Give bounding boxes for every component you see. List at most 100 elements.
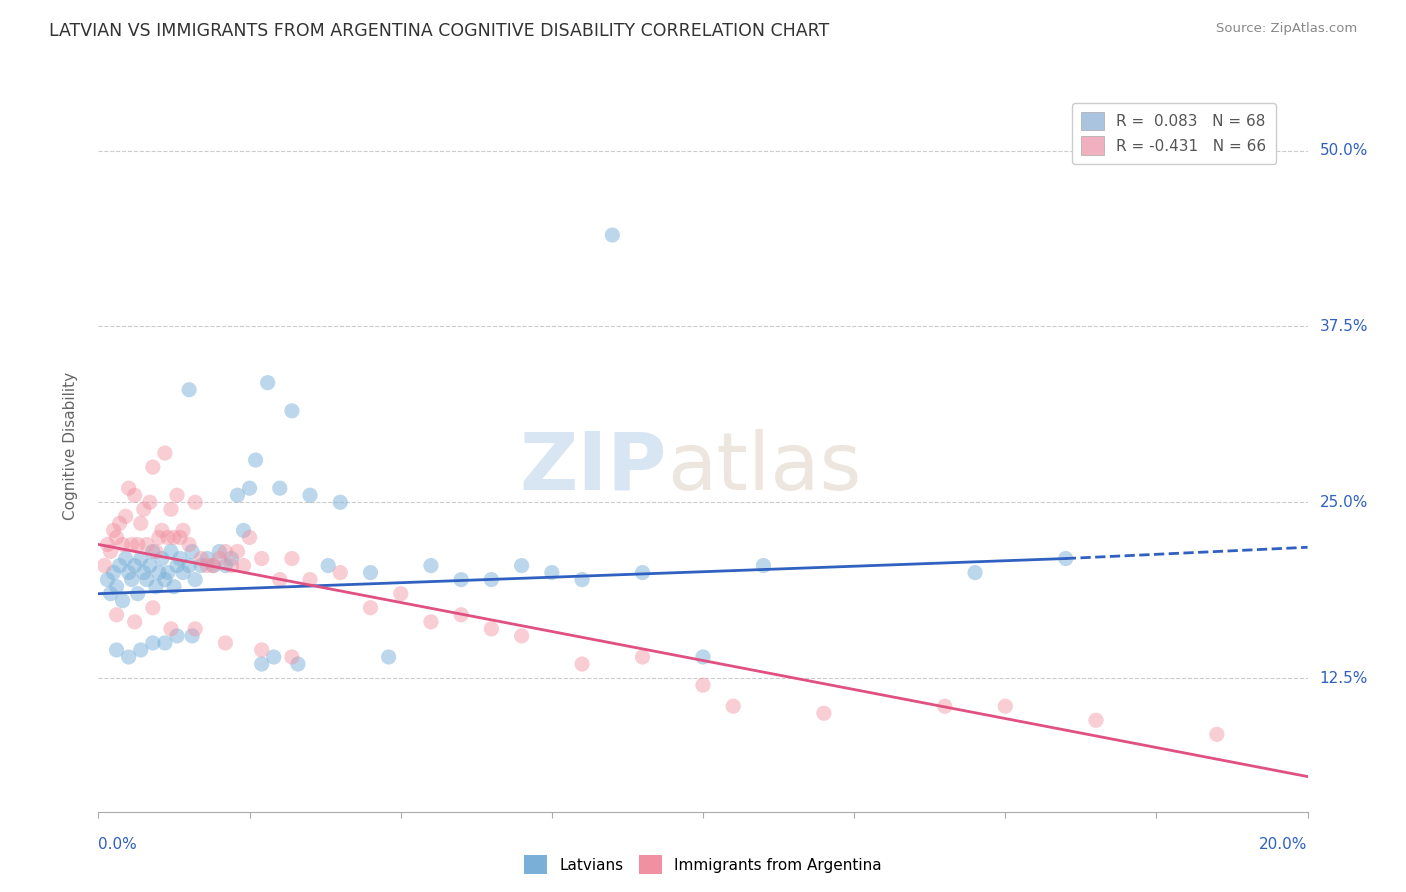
Point xyxy=(190,551,212,566)
Point xyxy=(1085,714,1108,728)
Point xyxy=(114,551,136,566)
Point xyxy=(111,537,134,551)
Point xyxy=(145,544,167,558)
Point xyxy=(166,488,188,502)
Point xyxy=(129,643,152,657)
Point xyxy=(329,566,352,580)
Point xyxy=(420,558,443,573)
Point xyxy=(129,516,152,531)
Point xyxy=(160,544,183,558)
Point xyxy=(226,488,249,502)
Point xyxy=(602,227,624,242)
Point xyxy=(169,551,191,566)
Point xyxy=(256,376,278,390)
Point xyxy=(420,615,443,629)
Point xyxy=(299,573,322,587)
Point xyxy=(195,558,218,573)
Point xyxy=(692,650,714,665)
Point xyxy=(510,629,533,643)
Point xyxy=(169,530,191,544)
Text: 25.0%: 25.0% xyxy=(1320,495,1368,509)
Point xyxy=(135,573,157,587)
Point xyxy=(142,636,165,650)
Point xyxy=(160,622,183,636)
Point xyxy=(124,488,146,502)
Point xyxy=(93,558,115,573)
Point xyxy=(281,551,304,566)
Point xyxy=(631,566,654,580)
Point xyxy=(214,558,236,573)
Point xyxy=(281,650,304,665)
Point xyxy=(752,558,775,573)
Point xyxy=(105,530,128,544)
Text: 37.5%: 37.5% xyxy=(1320,319,1368,334)
Point xyxy=(214,544,236,558)
Point xyxy=(118,650,141,665)
Point xyxy=(150,524,173,538)
Point xyxy=(377,650,399,665)
Point xyxy=(692,678,714,692)
Point xyxy=(934,699,956,714)
Point xyxy=(1054,551,1077,566)
Point xyxy=(723,699,745,714)
Point xyxy=(813,706,835,721)
Point xyxy=(510,558,533,573)
Point xyxy=(450,573,472,587)
Point xyxy=(166,558,188,573)
Point xyxy=(129,551,152,566)
Point xyxy=(118,566,141,580)
Point xyxy=(121,573,143,587)
Point xyxy=(269,573,291,587)
Point xyxy=(105,643,128,657)
Point xyxy=(232,558,254,573)
Point xyxy=(142,460,165,475)
Point xyxy=(281,404,304,418)
Point xyxy=(208,544,231,558)
Point xyxy=(96,573,118,587)
Point xyxy=(156,566,179,580)
Point xyxy=(329,495,352,509)
Point xyxy=(163,530,186,544)
Point xyxy=(124,558,146,573)
Legend: R =  0.083   N = 68, R = -0.431   N = 66: R = 0.083 N = 68, R = -0.431 N = 66 xyxy=(1073,103,1275,164)
Point xyxy=(153,446,176,460)
Point xyxy=(190,558,212,573)
Point xyxy=(184,622,207,636)
Text: atlas: atlas xyxy=(666,429,860,507)
Point xyxy=(179,537,201,551)
Point xyxy=(179,558,201,573)
Point xyxy=(150,551,173,566)
Point xyxy=(195,551,218,566)
Point xyxy=(994,699,1017,714)
Point xyxy=(148,566,170,580)
Point xyxy=(108,558,131,573)
Point xyxy=(166,629,188,643)
Text: 20.0%: 20.0% xyxy=(1260,837,1308,852)
Point xyxy=(250,551,273,566)
Point xyxy=(232,524,254,538)
Point xyxy=(540,566,562,580)
Point xyxy=(163,580,186,594)
Point xyxy=(145,580,167,594)
Point xyxy=(105,607,128,622)
Point xyxy=(139,558,162,573)
Point xyxy=(316,558,339,573)
Point xyxy=(631,650,654,665)
Point xyxy=(481,573,503,587)
Point xyxy=(124,615,146,629)
Point xyxy=(245,453,267,467)
Point xyxy=(263,650,285,665)
Point xyxy=(250,643,273,657)
Point xyxy=(239,530,262,544)
Point xyxy=(360,600,382,615)
Point xyxy=(111,593,134,607)
Point xyxy=(132,566,155,580)
Point xyxy=(571,573,593,587)
Point xyxy=(96,537,118,551)
Point xyxy=(202,558,225,573)
Point xyxy=(127,537,149,551)
Point xyxy=(221,558,243,573)
Point xyxy=(100,587,122,601)
Point xyxy=(172,566,194,580)
Y-axis label: Cognitive Disability: Cognitive Disability xyxy=(63,372,77,520)
